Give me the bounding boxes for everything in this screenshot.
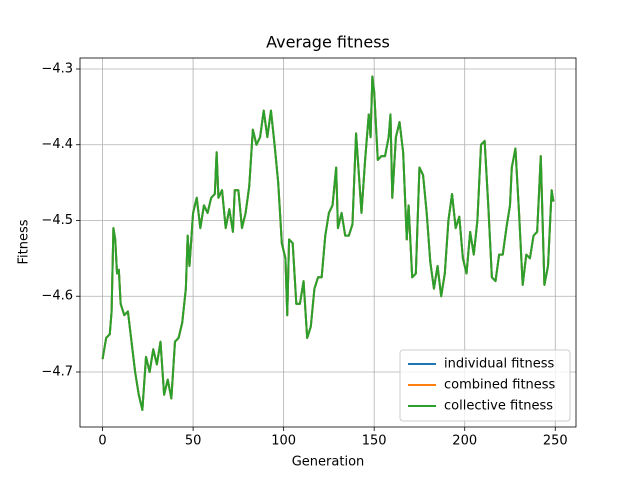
legend-box bbox=[399, 349, 571, 422]
y-tick-label: −4.6 bbox=[41, 289, 73, 304]
plot-frame bbox=[79, 57, 577, 428]
y-tick-label: −4.5 bbox=[41, 213, 73, 228]
x-tick-label: 200 bbox=[452, 434, 477, 449]
y-tick-label: −4.7 bbox=[41, 365, 73, 380]
series-line bbox=[101, 75, 555, 411]
chart-title: Average fitness bbox=[266, 33, 390, 52]
x-tick-label: 150 bbox=[362, 434, 387, 449]
legend-label: individual fitness bbox=[444, 357, 555, 372]
y-tick-label: −4.4 bbox=[41, 137, 73, 152]
x-axis-label: Generation bbox=[292, 455, 365, 470]
x-tick-label: 0 bbox=[98, 434, 106, 449]
y-tick-label: −4.3 bbox=[41, 61, 73, 76]
legend-label: combined fitness bbox=[444, 378, 556, 393]
legend-label: collective fitness bbox=[444, 399, 553, 414]
legend: individual fitness combined fitness collec… bbox=[399, 349, 571, 422]
y-axis-label: Fitness bbox=[17, 219, 32, 264]
x-tick-label: 250 bbox=[543, 434, 568, 449]
x-tick-label: 50 bbox=[185, 434, 202, 449]
x-tick-label: 100 bbox=[271, 434, 296, 449]
